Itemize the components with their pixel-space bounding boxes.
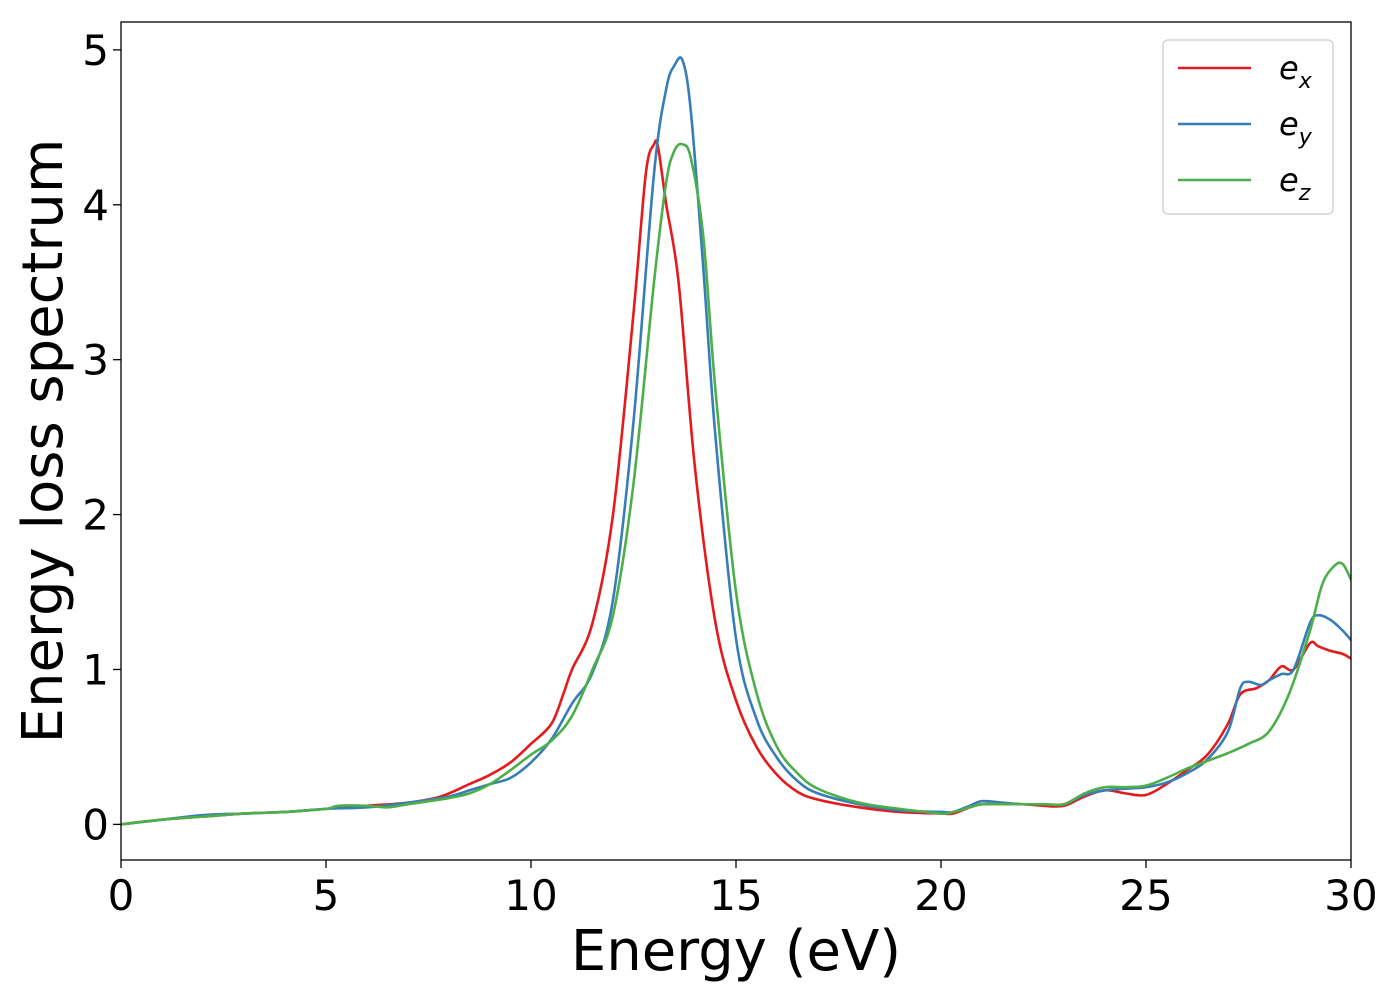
series-line-e-z	[121, 142, 1351, 826]
y-tick-label: 1	[82, 645, 109, 694]
legend-box	[1162, 39, 1334, 215]
y-axis: 0 1 2 3 4 5	[82, 26, 121, 849]
x-axis: 0 5 10 15 20 25 30	[108, 860, 1378, 920]
legend-label-e-z: ez	[1279, 161, 1311, 206]
y-tick-label: 5	[82, 26, 109, 75]
x-tick-label: 20	[914, 871, 967, 920]
y-tick-label: 3	[82, 336, 109, 385]
x-tick-label: 5	[313, 871, 340, 920]
series-line-e-x	[121, 139, 1351, 826]
x-tick-label: 25	[1119, 871, 1172, 920]
x-tick-label: 0	[108, 871, 135, 920]
x-tick-label: 10	[504, 871, 557, 920]
x-tick-label: 30	[1324, 871, 1377, 920]
legend-label-e-y: ey	[1279, 105, 1313, 150]
y-tick-label: 2	[82, 491, 109, 540]
y-axis-label: Energy loss spectrum	[11, 139, 76, 744]
x-tick-label: 15	[709, 871, 762, 920]
y-tick-label: 0	[82, 800, 109, 849]
series-line-e-y	[121, 56, 1351, 826]
legend: ex ey ez	[1162, 39, 1334, 215]
series-layer	[121, 56, 1351, 826]
x-axis-label: Energy (eV)	[571, 919, 901, 984]
legend-label-e-x: ex	[1279, 49, 1313, 94]
y-tick-label: 4	[82, 181, 109, 230]
